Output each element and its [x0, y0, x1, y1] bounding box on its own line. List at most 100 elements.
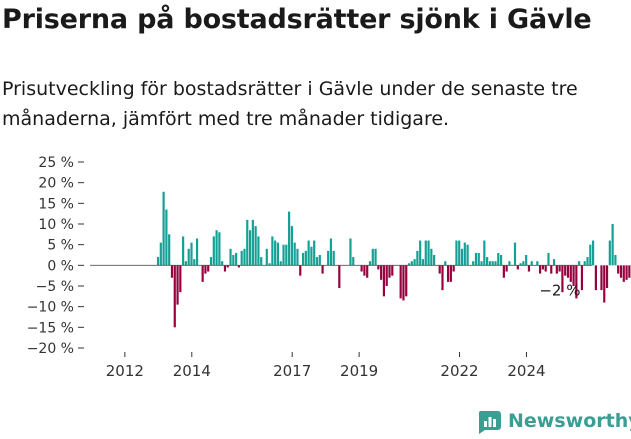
- bar: [622, 265, 625, 282]
- bar: [304, 250, 307, 266]
- bar: [315, 257, 319, 266]
- bar: [608, 240, 611, 266]
- bar: [232, 255, 235, 266]
- bar: [338, 265, 341, 289]
- bar: [458, 240, 461, 266]
- bar: [446, 265, 450, 282]
- bar: [195, 238, 199, 266]
- x-tick-label: 2019: [340, 362, 378, 380]
- bar: [480, 261, 483, 266]
- bar: [380, 265, 383, 280]
- bar: [405, 265, 408, 297]
- bar: [583, 261, 586, 266]
- chart-subtitle: Prisutveckling för bostadsrätter i Gävle…: [2, 78, 578, 130]
- x-tick-label: 2022: [440, 362, 478, 380]
- bar: [416, 250, 419, 266]
- bar: [190, 242, 193, 266]
- bar: [513, 242, 517, 266]
- y-tick-label: −10 %: [27, 300, 74, 316]
- bar: [187, 248, 190, 266]
- bar: [497, 252, 500, 266]
- bar: [307, 240, 310, 266]
- bar: [260, 257, 263, 266]
- x-tick-label: 2012: [106, 362, 144, 380]
- y-tick-label: −20 %: [27, 341, 74, 357]
- y-tick-label: 20 %: [38, 176, 74, 192]
- y-tick-label: 5 %: [47, 238, 74, 254]
- bar: [391, 265, 394, 276]
- bar: [246, 219, 249, 266]
- bar: [162, 191, 165, 266]
- bar: [547, 252, 550, 266]
- brand-name: Newsworthy: [508, 410, 631, 432]
- bar: [229, 248, 232, 266]
- bar: [366, 265, 369, 278]
- bar: [614, 255, 617, 266]
- bar: [223, 265, 227, 272]
- bar: [168, 234, 171, 266]
- y-tick-label: 0 %: [47, 258, 74, 274]
- bar: [226, 265, 229, 268]
- bar: [580, 265, 584, 291]
- bar: [413, 259, 416, 266]
- bar: [293, 242, 296, 266]
- bar: [566, 265, 570, 278]
- bar: [522, 261, 525, 266]
- bar: [165, 209, 168, 266]
- bar: [301, 252, 305, 266]
- bar: [349, 238, 352, 266]
- y-axis: 25 % 20 % 15 % 10 % 5 % 0 % −5 % −10 % −15 % −20 …: [27, 155, 84, 357]
- bar: [329, 238, 333, 266]
- newsworthy-logo-icon: [478, 411, 501, 434]
- bars: [156, 191, 631, 328]
- bar: [438, 265, 441, 274]
- bar: [488, 261, 491, 266]
- bar: [519, 263, 522, 266]
- bar: [368, 261, 372, 266]
- bar: [444, 261, 447, 266]
- bar: [527, 265, 531, 272]
- bar: [494, 261, 497, 266]
- bar: [285, 244, 288, 266]
- bar: [279, 261, 282, 266]
- bar: [421, 259, 425, 266]
- bar: [251, 219, 254, 266]
- bar: [268, 263, 271, 266]
- bar: [248, 230, 252, 266]
- bar: [539, 265, 542, 274]
- bar: [310, 246, 313, 266]
- bar: [410, 261, 413, 266]
- bar: [569, 265, 572, 282]
- bar: [176, 265, 179, 305]
- bar: [265, 248, 268, 266]
- bar: [603, 265, 606, 303]
- bar: [483, 240, 486, 266]
- bar: [508, 261, 511, 266]
- bar: [449, 265, 452, 282]
- bar: [374, 248, 377, 266]
- bar: [388, 265, 391, 278]
- bar: [544, 265, 547, 272]
- bar: [399, 265, 402, 299]
- bar: [619, 265, 623, 278]
- bar: [327, 250, 330, 266]
- bar: [441, 265, 444, 291]
- bar: [589, 244, 592, 266]
- bar: [254, 226, 257, 266]
- bar: [204, 265, 207, 274]
- price-change-bar-chart: 25 % 20 % 15 % 10 % 5 % 0 % −5 % −10 % −15 % −20 …: [27, 155, 631, 380]
- bar: [541, 265, 544, 270]
- latest-value-label: −2 %: [539, 282, 580, 300]
- bar: [564, 265, 567, 276]
- bar: [201, 265, 204, 282]
- bar: [575, 265, 578, 299]
- y-tick-label: 15 %: [38, 196, 74, 212]
- bar: [332, 250, 335, 266]
- bar: [282, 244, 285, 266]
- bar: [555, 265, 558, 274]
- bar: [424, 240, 427, 266]
- bar: [170, 265, 174, 278]
- bar: [313, 240, 316, 266]
- bar: [477, 252, 480, 266]
- bar: [430, 248, 433, 266]
